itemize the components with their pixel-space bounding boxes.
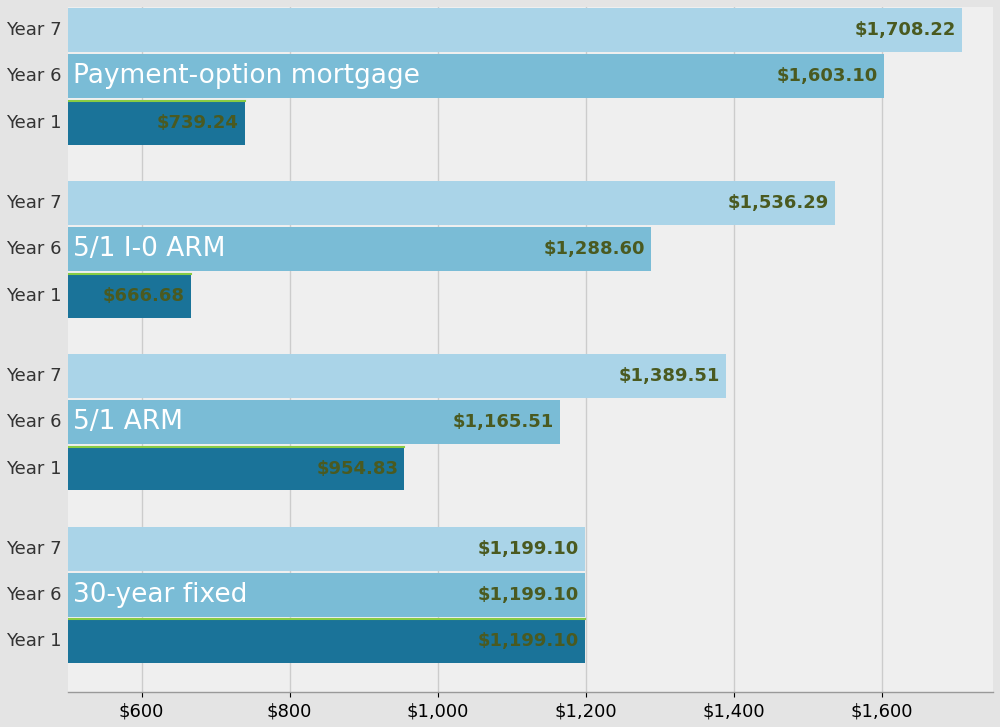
Text: $1,199.10: $1,199.10 <box>478 539 579 558</box>
Text: $1,288.60: $1,288.60 <box>544 241 646 258</box>
Text: 5/1 I-0 ARM: 5/1 I-0 ARM <box>73 236 226 262</box>
Text: Year 7: Year 7 <box>6 539 62 558</box>
Text: Year 1: Year 1 <box>6 113 62 132</box>
Text: $666.68: $666.68 <box>103 286 185 305</box>
Text: Payment-option mortgage: Payment-option mortgage <box>73 63 420 89</box>
Text: $1,603.10: $1,603.10 <box>777 68 878 85</box>
Bar <box>68 228 651 271</box>
Text: Year 6: Year 6 <box>6 68 62 85</box>
Text: 30-year fixed: 30-year fixed <box>73 582 248 608</box>
Bar <box>68 619 585 664</box>
Bar <box>68 400 560 444</box>
Bar <box>68 527 585 571</box>
Text: $1,536.29: $1,536.29 <box>728 194 829 212</box>
Bar <box>68 446 404 491</box>
Text: $1,199.10: $1,199.10 <box>478 632 579 651</box>
Text: $954.83: $954.83 <box>316 459 398 478</box>
Text: $1,165.51: $1,165.51 <box>453 413 554 431</box>
Text: 5/1 ARM: 5/1 ARM <box>73 409 183 435</box>
Text: Year 1: Year 1 <box>6 286 62 305</box>
Text: $1,199.10: $1,199.10 <box>478 586 579 604</box>
Text: Year 6: Year 6 <box>6 413 62 431</box>
Text: $1,389.51: $1,389.51 <box>619 367 720 385</box>
Text: Year 1: Year 1 <box>6 632 62 651</box>
Text: Year 7: Year 7 <box>6 194 62 212</box>
Text: Year 1: Year 1 <box>6 459 62 478</box>
Text: Year 7: Year 7 <box>6 21 62 39</box>
Text: $1,708.22: $1,708.22 <box>855 21 956 39</box>
Bar <box>68 181 835 225</box>
Text: Year 6: Year 6 <box>6 586 62 604</box>
Text: Year 7: Year 7 <box>6 367 62 385</box>
Bar <box>68 354 726 398</box>
Bar <box>68 55 884 98</box>
Bar <box>68 573 585 617</box>
Text: $739.24: $739.24 <box>157 113 239 132</box>
Bar <box>68 273 191 318</box>
Text: Year 6: Year 6 <box>6 241 62 258</box>
Bar <box>68 101 245 145</box>
Bar <box>68 8 962 52</box>
